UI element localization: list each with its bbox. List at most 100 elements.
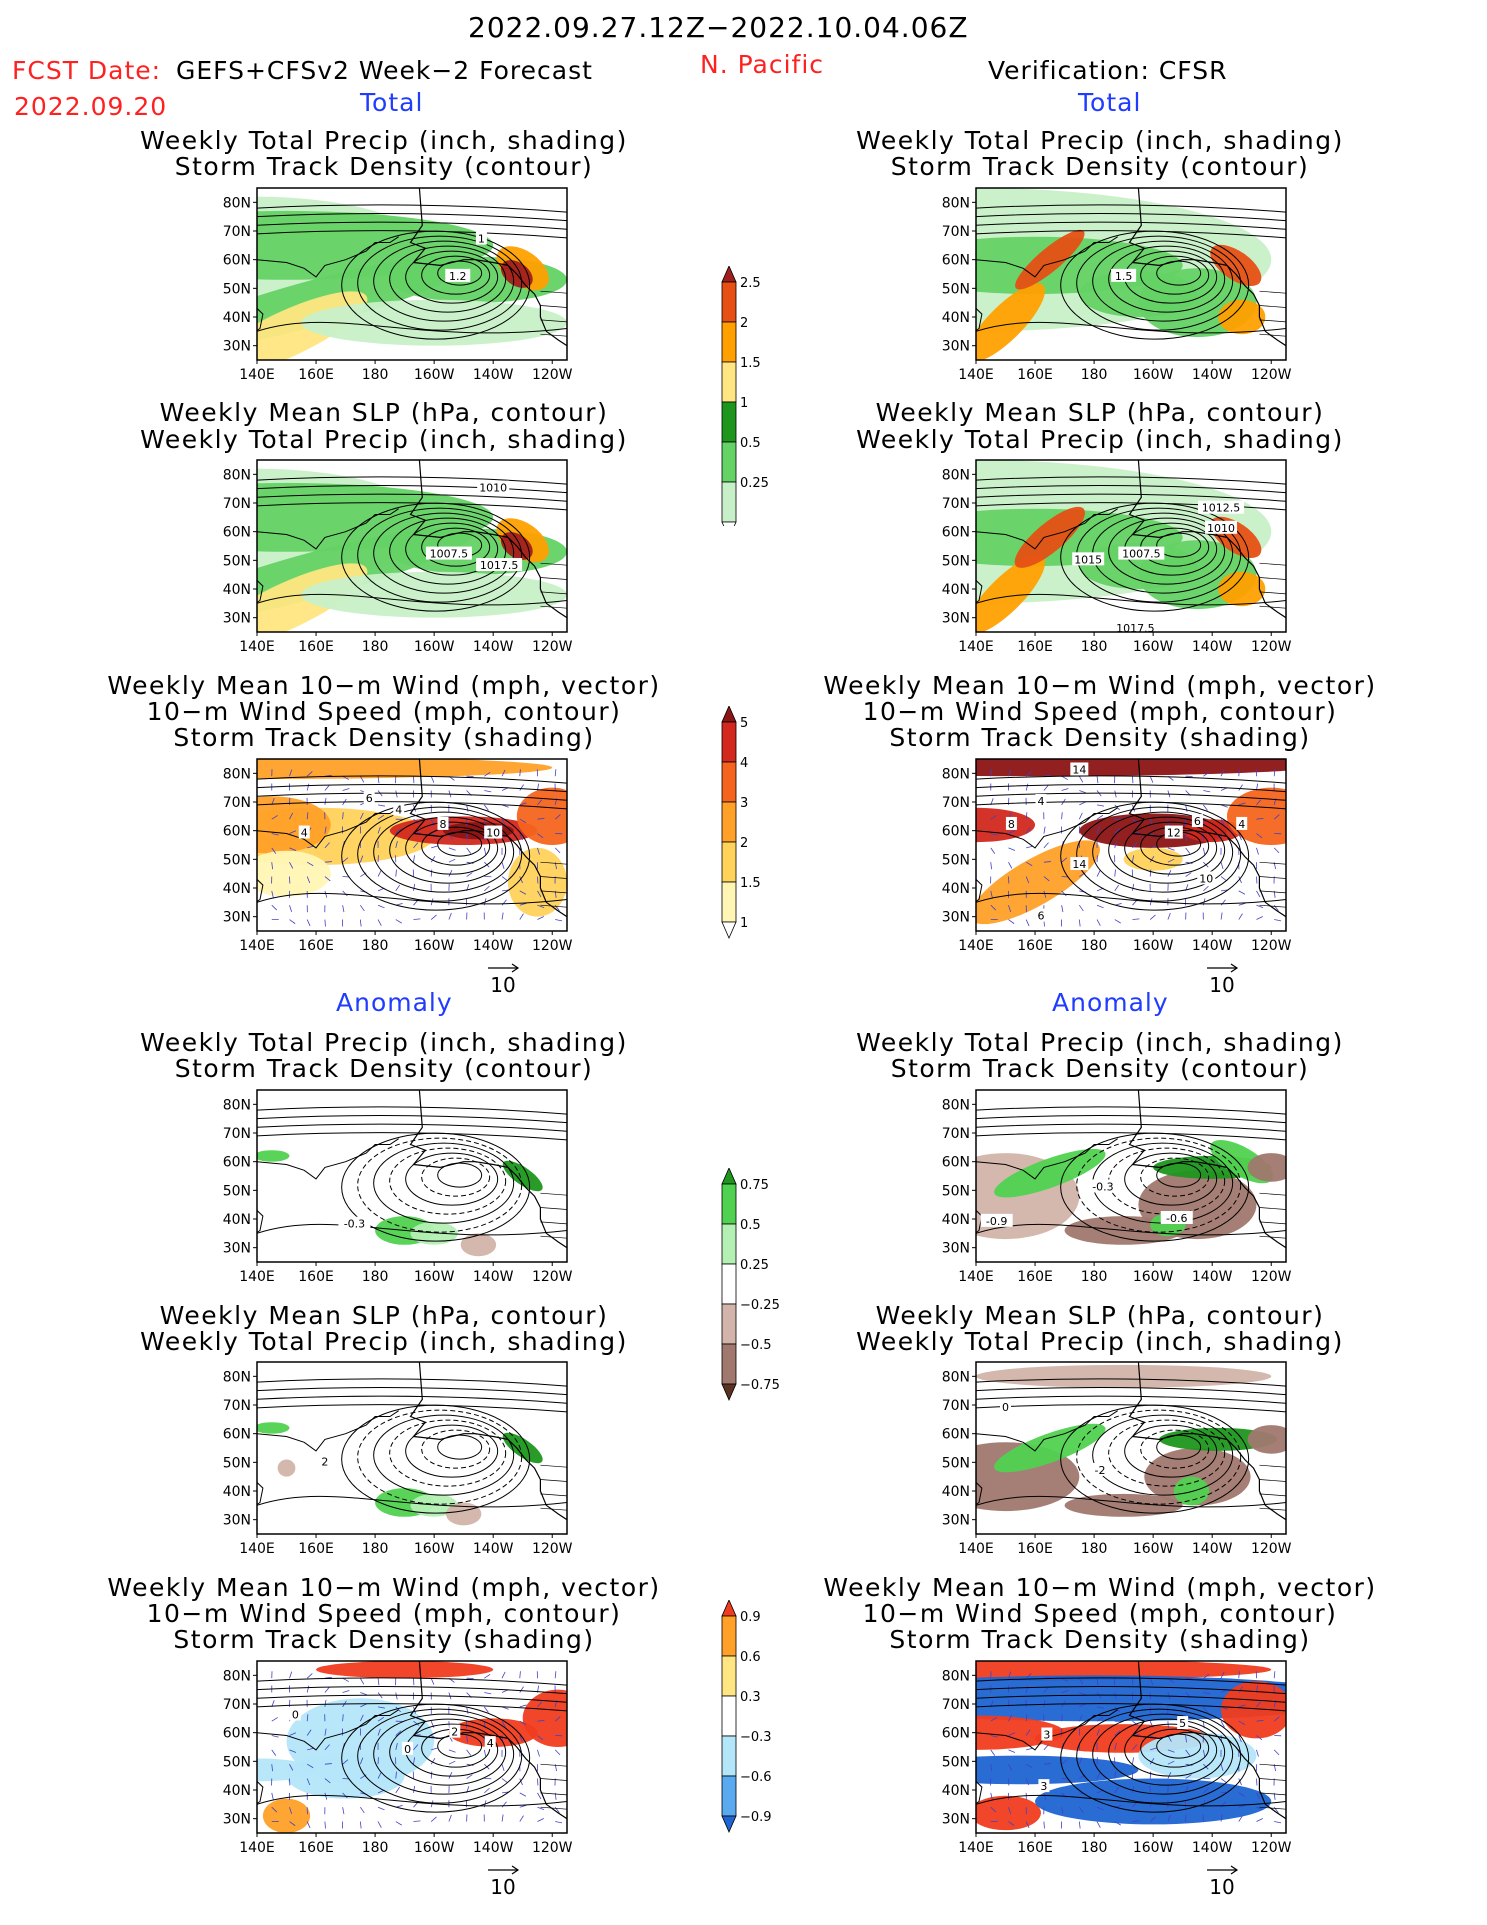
fcst_awind-wind-vector — [501, 1721, 506, 1728]
fcst_wind-wind-vector — [342, 812, 344, 820]
fcst_aprecip-lon-tick-label: 120W — [532, 1269, 573, 1285]
obs_awind-wind-vector — [1025, 1778, 1030, 1786]
fcst-wind-storm-map: 6 4 8 10 4 80N 70N 60N 50N 40N 30N 140E 160E 180 160W 1… — [215, 757, 575, 957]
fcst_awind-wind-vector — [271, 1749, 277, 1756]
obs_slp-shading-region — [1014, 506, 1085, 568]
obs_awind-coastline — [1128, 1661, 1286, 1820]
fcst_precip-border-line — [540, 305, 567, 308]
obs_awind-wind-vector — [1043, 1744, 1049, 1751]
fcst_awind-wind-vector — [519, 1704, 527, 1708]
fcst_aslp-shading-region — [502, 1432, 543, 1464]
obs_aprecip-border-line — [1259, 1192, 1286, 1196]
obs_awind-wind-vector — [1061, 1759, 1068, 1765]
obs_awind-wind-vector — [1149, 1816, 1156, 1822]
obs_awind-wind-vector — [1096, 1716, 1104, 1722]
obs_awind-wind-vector — [1167, 1814, 1171, 1822]
fcst_slp-contour-line — [373, 512, 515, 594]
obs_wind-wind-vector — [1061, 788, 1069, 791]
obs_aslp-lon-tick-label: 140E — [958, 1541, 994, 1557]
obs_aslp-shading-region — [1173, 1476, 1210, 1506]
obs_wind-contour-line — [1076, 806, 1242, 902]
obs_wind-wind-vector — [1273, 814, 1280, 820]
obs_awind-contour-line — [976, 1694, 1286, 1703]
obs_slp-contour-line — [976, 476, 1286, 485]
fcst_wind-wind-vector — [395, 919, 402, 924]
obs_precip-contour-line — [976, 321, 1286, 334]
obs_precip-contour-line — [1076, 235, 1242, 331]
fcst_wind-contour-line — [257, 775, 567, 784]
obs_awind-wind-vector — [1203, 1692, 1211, 1695]
obs_wind-wind-vector — [1203, 771, 1210, 777]
obs-anom-precip-map: -0.3 -0.9 -0.6 80N 70N 60N 50N 40N 30N 140E 160E 18… — [934, 1088, 1294, 1288]
storm_anom-colorbar-label: 0.3 — [740, 1690, 761, 1705]
obs_wind-contour-label: 6 — [1194, 815, 1201, 828]
fcst_awind-coastline — [257, 1781, 264, 1816]
fcst_aslp-lon-tick-label: 180 — [362, 1541, 389, 1557]
fcst_wind-contour-label: 4 — [395, 804, 402, 817]
obs_aprecip-border-line — [1259, 1221, 1286, 1225]
fcst_wind-wind-vector — [519, 784, 524, 791]
fcst_wind-wind-vector — [289, 847, 297, 851]
fcst_awind-lon-tick-label: 140E — [239, 1840, 275, 1856]
obs_wind-wind-vector — [1167, 870, 1172, 877]
fcst_precip-contour-line — [257, 204, 567, 213]
fcst_wind-wind-vector — [377, 904, 385, 909]
obs_wind-contour-line — [976, 792, 1286, 801]
fcst_awind-wind-vector — [377, 1821, 382, 1828]
region-label: N. Pacific — [700, 50, 825, 79]
obs_wind-wind-vector — [1008, 905, 1012, 912]
obs_wind-wind-vector — [1185, 861, 1193, 864]
vector-reference-label: 10 — [1209, 1875, 1234, 1898]
obs_awind-wind-vector — [1273, 1671, 1276, 1679]
obs-wind-title-1: Weekly Mean 10−m Wind (mph, vector) — [823, 671, 1377, 700]
obs_aprecip-frame — [975, 1089, 1287, 1263]
obs_awind-shading-region — [1035, 1778, 1272, 1825]
fcst_wind-wind-vector — [306, 771, 313, 777]
fcst_awind-wind-vector — [324, 1728, 327, 1736]
fcst_awind-wind-vector — [519, 1686, 524, 1693]
fcst_aslp-lat-tick-label: 30N — [223, 1513, 251, 1529]
fcst_aslp-lon-tick-label: 160W — [414, 1541, 455, 1557]
obs_aslp-shading-region — [1247, 1425, 1286, 1454]
obs_wind-wind-vector — [1220, 769, 1225, 777]
storm_anom-colorbar-band — [721, 1655, 737, 1697]
obs_awind-wind-vector — [1132, 1785, 1135, 1793]
fcst_aprecip-border-line — [540, 1235, 567, 1239]
obs_wind-wind-vector — [1061, 775, 1068, 780]
fcst_awind-wind-vector — [537, 1749, 540, 1757]
obs_awind-wind-vector — [1043, 1792, 1047, 1800]
fcst_awind-coastline — [409, 1661, 567, 1820]
fcst_awind-lat-tick-label: 70N — [223, 1697, 251, 1713]
obs_slp-lon-tick-label: 140W — [1192, 639, 1233, 655]
obs_aslp-contour-line — [976, 1378, 1286, 1387]
fcst_awind-wind-vector — [377, 1678, 380, 1686]
obs_aslp-contour-line — [1108, 1419, 1226, 1487]
obs_wind-contour-label: 8 — [1008, 818, 1015, 831]
fcst_awind-contour-label: 0 — [292, 1708, 299, 1721]
obs_awind-contour-line — [976, 1685, 1286, 1695]
obs_slp-lat-tick-label: 30N — [942, 611, 970, 627]
obs-anom-precip-title-1: Weekly Total Precip (inch, shading) — [856, 1028, 1344, 1057]
obs_wind-wind-vector — [990, 833, 998, 836]
obs_aprecip-lat-tick-label: 80N — [942, 1097, 970, 1113]
obs_aslp-lat-tick-label: 30N — [942, 1513, 970, 1529]
obs_awind-wind-vector — [1026, 1747, 1034, 1751]
fcst_awind-wind-vector — [289, 1732, 297, 1736]
obs_wind-lon-tick-label: 160W — [1133, 938, 1174, 954]
obs_slp-lat-tick-label: 40N — [942, 582, 970, 598]
obs_aprecip-border-line — [1259, 1207, 1286, 1210]
obs_awind-wind-vector — [1167, 1772, 1172, 1779]
fcst_awind-wind-vector — [342, 1677, 349, 1682]
fcst_awind-contour-line — [257, 1694, 567, 1703]
fcst_awind-wind-vector — [271, 1764, 273, 1772]
obs_precip-lat-tick-label: 80N — [942, 195, 970, 211]
obs_wind-wind-vector — [1132, 883, 1135, 891]
obs_wind-wind-vector — [1256, 799, 1262, 806]
fcst_precip-contour-line — [257, 321, 567, 334]
precip_total-colorbar-top-arrow — [721, 265, 737, 283]
fcst_aprecip-lon-tick-label: 140E — [239, 1269, 275, 1285]
obs_awind-wind-vector — [1167, 1749, 1175, 1753]
obs_aslp-contour-line — [976, 1395, 1286, 1404]
fcst_aprecip-contour-line — [389, 1147, 507, 1215]
fcst_awind-wind-vector — [483, 1749, 487, 1757]
